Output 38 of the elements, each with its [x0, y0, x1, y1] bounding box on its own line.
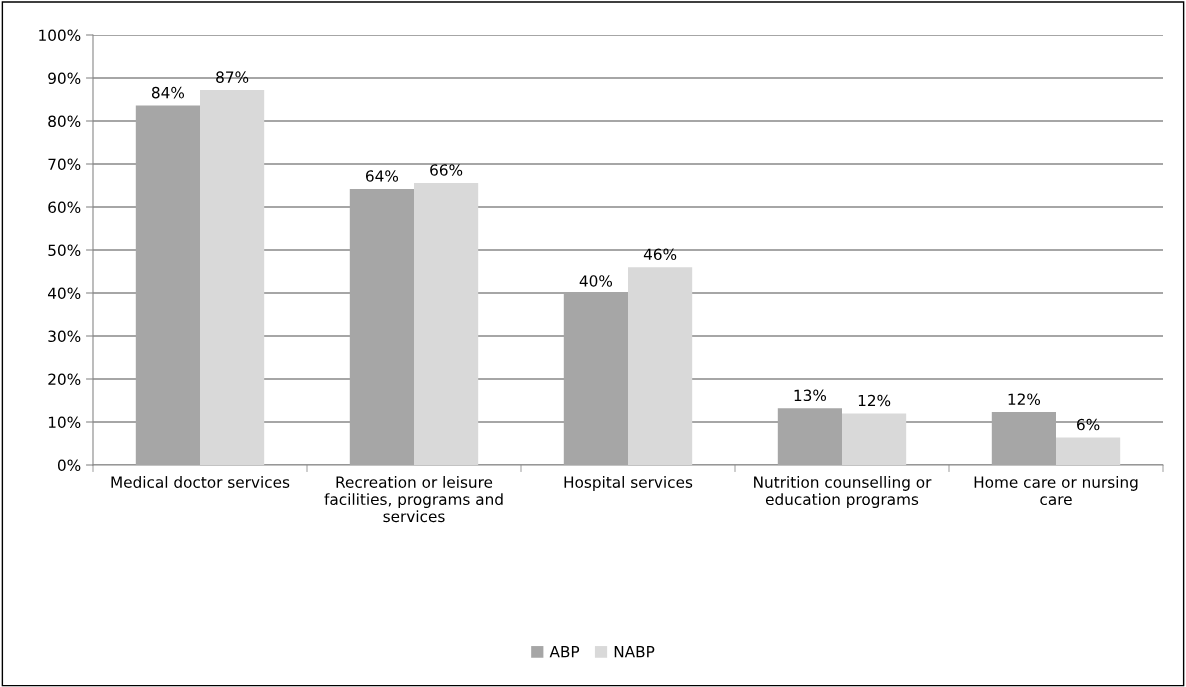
data-label: 6%: [1077, 418, 1100, 431]
data-label: 12%: [858, 394, 891, 407]
x-tick-label: Recreation or leisure facilities, programs and services: [324, 476, 503, 523]
y-tick-label: 0%: [57, 459, 81, 472]
bar: [628, 267, 693, 465]
bar: [414, 182, 479, 465]
y-tick-label: 30%: [48, 330, 81, 343]
y-tick-label: 90%: [48, 72, 81, 85]
data-label: 40%: [579, 275, 613, 287]
x-tick-label: Hospital services: [564, 476, 693, 491]
x-tick-label: Home care or nursing care: [974, 476, 1138, 506]
legend-label: NABP: [614, 646, 655, 658]
y-tick-label: 70%: [48, 158, 81, 171]
bar: [563, 293, 628, 465]
y-tick-label: 50%: [48, 244, 81, 257]
data-label: 87%: [216, 71, 249, 83]
data-label: 64%: [365, 170, 399, 182]
data-label: 84%: [151, 86, 185, 99]
y-tick-label: 100%: [39, 29, 81, 42]
data-label: 46%: [643, 248, 677, 261]
y-tick-label: 10%: [48, 416, 81, 429]
data-label: 66%: [430, 164, 463, 176]
bar: [842, 413, 907, 465]
bar: [777, 408, 842, 465]
bar: [991, 412, 1056, 465]
x-tick-label: Medical doctor services: [111, 476, 290, 488]
bar: [349, 188, 414, 465]
data-label: 13%: [794, 389, 827, 402]
y-tick-label: 80%: [48, 115, 81, 128]
y-tick-label: 40%: [47, 287, 81, 300]
bar: [200, 90, 265, 465]
data-label: 12%: [1008, 393, 1041, 405]
legend-label: ABP: [549, 646, 580, 658]
y-tick-label: 20%: [48, 373, 81, 386]
bar: [135, 105, 200, 465]
bar: [1056, 437, 1121, 465]
x-tick-label: Nutrition counselling or education programs: [754, 476, 932, 508]
y-tick-label: 60%: [48, 201, 81, 214]
